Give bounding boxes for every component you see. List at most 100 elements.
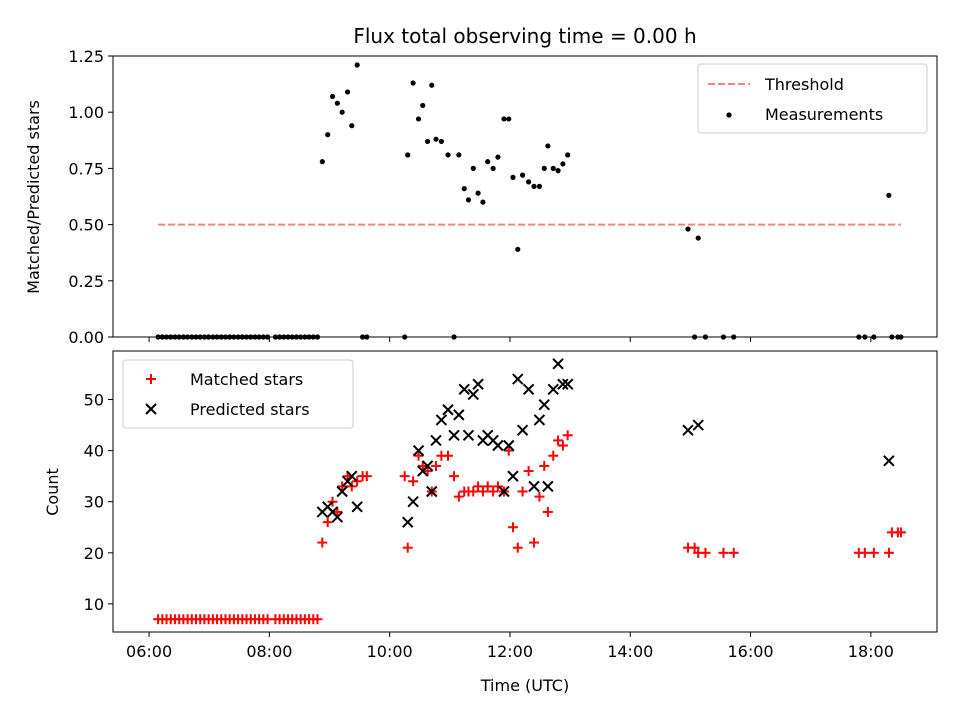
predicted-star-point bbox=[462, 429, 475, 442]
predicted-star-point bbox=[692, 419, 704, 431]
measurement-point bbox=[531, 183, 537, 189]
matched-star-point bbox=[523, 466, 534, 477]
matched-star-point bbox=[402, 542, 413, 553]
predicted-star-point bbox=[492, 439, 504, 452]
matched-star-point bbox=[529, 537, 540, 548]
matched-star-point bbox=[517, 486, 528, 497]
bottom-y-axis-label: Count bbox=[43, 468, 62, 516]
measurement-point bbox=[325, 132, 331, 138]
matched-star-point bbox=[689, 542, 700, 553]
predicted-star-point bbox=[561, 378, 574, 390]
matched-star-point bbox=[718, 547, 729, 558]
measurement-point bbox=[501, 116, 507, 122]
measurement-point bbox=[470, 165, 476, 171]
bottom-y-tick-label: 10 bbox=[84, 595, 104, 614]
matched-legend-marker bbox=[146, 374, 156, 384]
bottom-plot-panel: 10 20 30 40 50 06:00 08:00 10:00 12:00 14:00 16:0… bbox=[43, 350, 938, 695]
measurement-point bbox=[339, 109, 345, 115]
predicted-legend-marker bbox=[145, 403, 157, 415]
legend-label-measurements: Measurements bbox=[765, 105, 883, 124]
predicted-star-point bbox=[522, 383, 535, 396]
bottom-y-tick-label: 50 bbox=[84, 391, 104, 410]
top-plot-data bbox=[155, 62, 904, 340]
top-legend: Threshold Measurements bbox=[697, 63, 928, 134]
measurement-point bbox=[349, 123, 355, 129]
predicted-star-point bbox=[426, 485, 438, 498]
predicted-star-point bbox=[402, 516, 414, 528]
predicted-star-point bbox=[512, 373, 524, 385]
predicted-star-point bbox=[528, 480, 540, 493]
matched-star-point bbox=[488, 486, 499, 497]
measurement-point bbox=[334, 100, 340, 106]
predicted-star-point bbox=[458, 383, 470, 396]
measurement-point bbox=[519, 172, 526, 178]
bottom-y-ticks: 10 20 30 40 50 bbox=[84, 391, 113, 614]
predicted-star-point bbox=[533, 414, 546, 426]
top-y-ticks: 0.00 0.25 0.50 0.75 1.00 1.25 bbox=[68, 47, 113, 347]
matched-star-point bbox=[312, 614, 323, 625]
matched-star-point bbox=[332, 506, 343, 517]
bottom-y-tick-label: 20 bbox=[84, 544, 104, 563]
measurement-point bbox=[424, 138, 431, 145]
measurement-point bbox=[550, 165, 556, 171]
bottom-x-tick-label: 10:00 bbox=[367, 642, 413, 661]
bottom-y-tick-label: 40 bbox=[84, 442, 104, 461]
predicted-star-point bbox=[448, 429, 460, 442]
bottom-plot-data bbox=[153, 358, 906, 625]
predicted-star-point bbox=[503, 439, 515, 452]
predicted-star-point bbox=[507, 470, 519, 482]
matched-star-point bbox=[408, 476, 419, 487]
matched-star-point bbox=[361, 471, 372, 482]
matched-star-point bbox=[413, 450, 424, 461]
measurement-point bbox=[475, 190, 481, 196]
bottom-plot-frame bbox=[112, 350, 938, 633]
matched-star-point bbox=[477, 486, 488, 497]
measurement-point bbox=[495, 154, 501, 160]
measurement-point bbox=[886, 192, 892, 198]
measurement-point bbox=[438, 138, 444, 145]
top-y-tick-label: 0.00 bbox=[68, 328, 104, 347]
measurement-point bbox=[565, 152, 571, 158]
predicted-star-point bbox=[516, 424, 529, 436]
top-y-axis-label: Matched/Predicted stars bbox=[24, 100, 43, 294]
predicted-star-point bbox=[557, 378, 569, 390]
legend-label-predicted: Predicted stars bbox=[190, 400, 310, 419]
bottom-x-ticks: 06:00 08:00 10:00 12:00 14:00 16:00 18:00 bbox=[126, 632, 894, 661]
measurement-point bbox=[415, 116, 422, 122]
matched-star-point bbox=[322, 517, 333, 528]
measurement-point bbox=[685, 226, 691, 232]
predicted-star-point bbox=[552, 358, 564, 370]
matched-star-point bbox=[542, 506, 553, 517]
bottom-y-tick-label: 30 bbox=[84, 493, 104, 512]
top-plot-frame bbox=[112, 55, 938, 338]
matched-star-point bbox=[430, 460, 441, 471]
predicted-star-point bbox=[467, 388, 479, 401]
measurement-point bbox=[515, 246, 521, 252]
predicted-star-point bbox=[682, 424, 694, 436]
measurement-point bbox=[560, 161, 566, 167]
measurement-point bbox=[485, 159, 491, 165]
predicted-star-point bbox=[421, 460, 434, 472]
matched-star-point bbox=[553, 435, 564, 446]
predicted-star-point bbox=[538, 398, 550, 411]
measurement-point bbox=[695, 235, 701, 241]
matched-star-point bbox=[317, 537, 328, 548]
predicted-star-point bbox=[331, 511, 344, 523]
matched-star-point bbox=[422, 466, 433, 477]
measurement-point bbox=[420, 102, 426, 109]
predicted-star-point bbox=[498, 485, 510, 498]
matched-star-point bbox=[507, 522, 518, 533]
measurement-point bbox=[490, 165, 496, 171]
matched-star-point bbox=[562, 430, 573, 441]
matched-star-point bbox=[352, 476, 363, 487]
measurement-point bbox=[410, 80, 416, 86]
matched-star-point bbox=[443, 450, 454, 461]
matched-star-point bbox=[482, 481, 493, 492]
legend-label-threshold: Threshold bbox=[764, 75, 844, 94]
measurement-point bbox=[555, 168, 561, 174]
matched-star-point bbox=[468, 486, 479, 497]
matched-star-point bbox=[700, 547, 711, 558]
measurement-point bbox=[344, 89, 351, 95]
matched-star-point bbox=[895, 527, 906, 538]
